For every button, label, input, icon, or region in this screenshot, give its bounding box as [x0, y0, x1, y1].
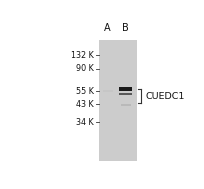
Text: 132 K: 132 K: [71, 51, 93, 60]
Bar: [103, 91, 112, 92]
Text: 43 K: 43 K: [76, 100, 93, 109]
Text: 55 K: 55 K: [76, 87, 93, 96]
Text: A: A: [104, 23, 110, 33]
Text: 34 K: 34 K: [76, 118, 93, 127]
Bar: [118, 87, 132, 91]
FancyBboxPatch shape: [98, 40, 136, 161]
Bar: [119, 93, 131, 95]
Bar: [120, 104, 130, 106]
Text: CUEDC1: CUEDC1: [145, 92, 184, 101]
Text: 90 K: 90 K: [76, 64, 93, 73]
Text: B: B: [121, 23, 128, 33]
